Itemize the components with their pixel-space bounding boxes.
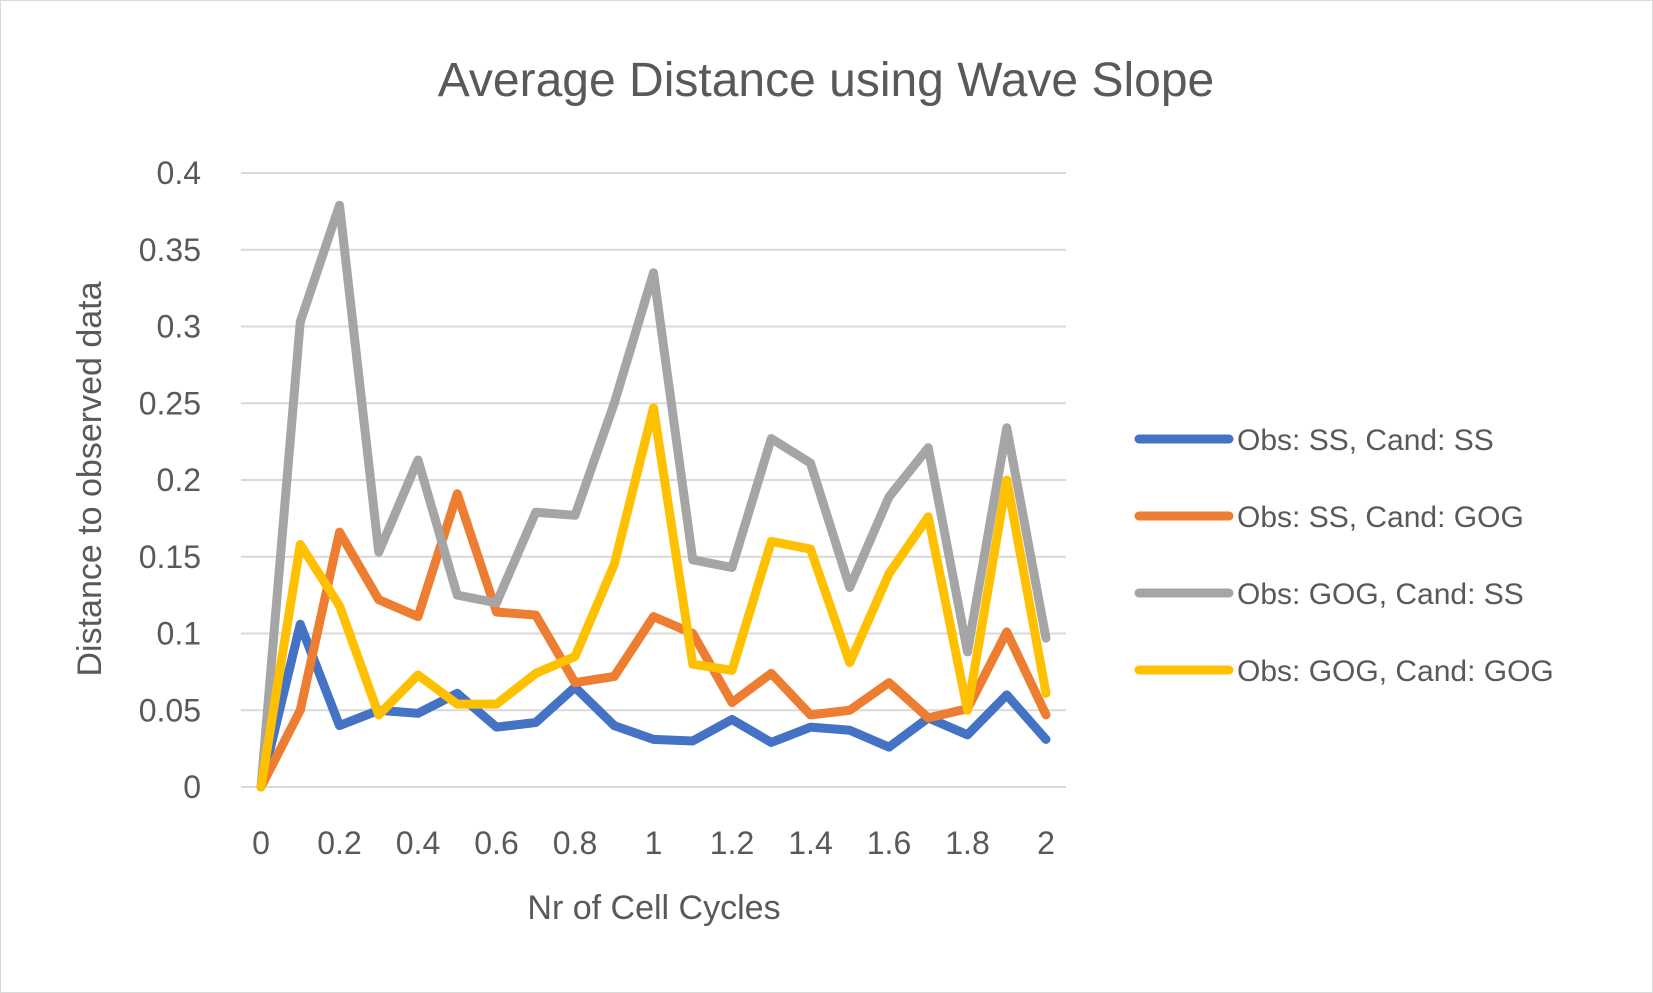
y-tick-label: 0.05: [139, 692, 201, 728]
x-tick-label: 1: [645, 825, 663, 861]
x-axis-ticks: 0 0.2 0.4 0.6 0.8 1 1.2 1.4 1.6 1.8 2: [252, 825, 1055, 861]
x-tick-label: 1.6: [867, 825, 911, 861]
x-tick-label: 0.6: [474, 825, 518, 861]
x-tick-label: 0.4: [396, 825, 440, 861]
x-tick-label: 0.8: [553, 825, 597, 861]
legend: Obs: SS, Cand: SS Obs: SS, Cand: GOG Obs: …: [1134, 424, 1554, 688]
y-tick-label: 0.25: [139, 385, 201, 421]
series-line-3: [256, 200, 1051, 792]
legend-label: Obs: SS, Cand: SS: [1237, 424, 1494, 457]
series-lines: [256, 200, 1051, 792]
x-tick-label: 2: [1037, 825, 1055, 861]
x-tick-label: 0.2: [317, 825, 361, 861]
legend-label: Obs: GOG, Cand: SS: [1237, 578, 1524, 611]
y-tick-label: 0: [183, 769, 201, 805]
y-axis-title: Distance to observed data: [71, 281, 109, 676]
y-tick-label: 0.15: [139, 539, 201, 575]
x-tick-label: 1.4: [788, 825, 832, 861]
y-tick-label: 0.35: [139, 232, 201, 268]
x-tick-label: 0: [252, 825, 270, 861]
series-line-4: [256, 403, 1051, 792]
y-tick-label: 0.1: [157, 616, 201, 652]
y-tick-label: 0.3: [157, 309, 201, 345]
gridlines: [241, 172, 1066, 788]
x-tick-label: 1.8: [945, 825, 989, 861]
x-axis-title: Nr of Cell Cycles: [527, 889, 780, 927]
legend-label: Obs: SS, Cand: GOG: [1237, 501, 1524, 534]
series-line-1: [256, 619, 1051, 792]
y-tick-label: 0.2: [157, 462, 201, 498]
y-axis-ticks: 0 0.05 0.1 0.15 0.2 0.25 0.3 0.35 0.4: [139, 155, 201, 805]
x-tick-label: 1.2: [710, 825, 754, 861]
y-tick-label: 0.4: [157, 155, 201, 191]
chart-title: Average Distance using Wave Slope: [438, 54, 1214, 107]
legend-label: Obs: GOG, Cand: GOG: [1237, 655, 1554, 688]
series-line-2: [256, 489, 1051, 792]
